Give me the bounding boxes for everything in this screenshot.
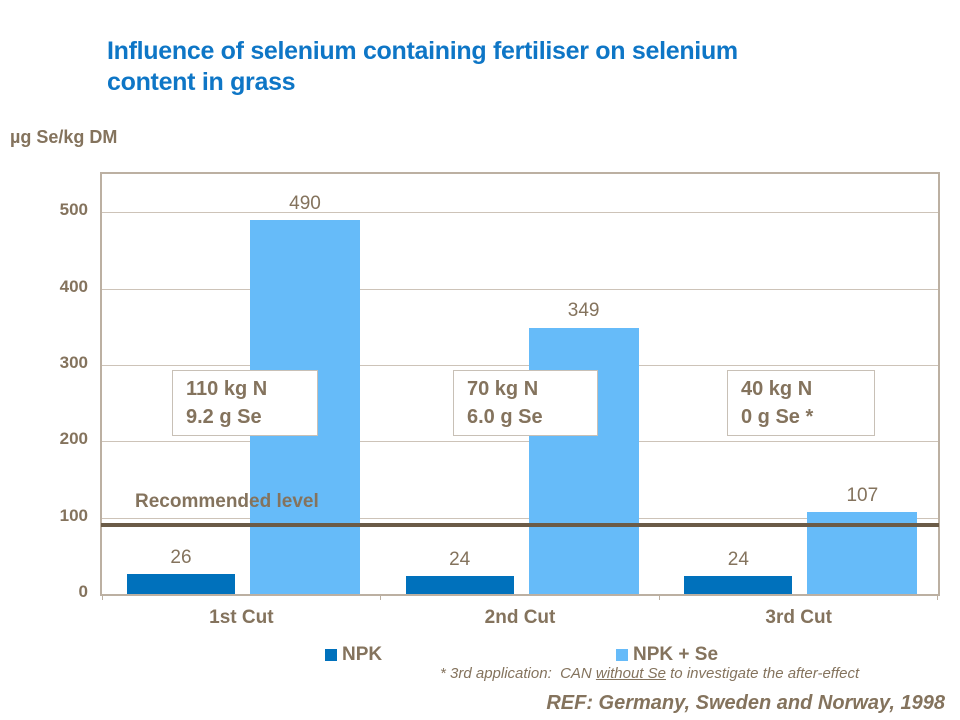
x-axis-category-labels: 1st Cut 2nd Cut 3rd Cut [102, 607, 938, 629]
gridline-400 [102, 288, 938, 290]
reference-source: REF: Germany, Sweden and Norway, 1998 [546, 692, 945, 714]
x-axis-tick [658, 594, 660, 600]
legend-label-npk: NPK [342, 644, 383, 665]
footnote-suffix: to investigate the after-effect [665, 665, 860, 682]
bar-value-label: 349 [567, 300, 600, 322]
annotation-box-2nd-cut: 70 kg N 6.0 g Se [453, 370, 598, 436]
bar-npk-2nd-cut [405, 575, 514, 594]
legend-item-npk: NPK [325, 644, 382, 666]
gridline-200 [102, 441, 938, 443]
y-axis-unit-label: µg Se/kg DM [10, 127, 118, 147]
x-axis-tick [380, 594, 382, 600]
legend-label-npk-se: NPK + Se [633, 644, 719, 665]
bar-npkse-2nd-cut [528, 327, 639, 594]
bar-value-label: 26 [170, 547, 192, 569]
x-axis-tick [102, 594, 103, 600]
footnote-prefix: * 3rd application: CAN [440, 665, 596, 682]
y-tick-label-200: 200 [59, 429, 88, 449]
legend: NPK NPK + Se [0, 644, 960, 666]
x-axis-tick [937, 594, 938, 600]
annotation-line: 110 kg N [186, 378, 268, 400]
annotation-line: 40 kg N [741, 378, 813, 400]
annotation-line: 6.0 g Se [467, 406, 543, 428]
legend-swatch-npk-se [616, 649, 628, 661]
bar-value-label: 24 [449, 548, 471, 570]
annotation-box-3rd-cut: 40 kg N 0 g Se * [727, 370, 875, 436]
gridline-500 [102, 212, 938, 214]
plot-area: Recommended level 110 kg N 9.2 g Se 70 k… [100, 172, 940, 600]
y-tick-label-300: 300 [59, 352, 88, 372]
bar-value-label: 24 [727, 548, 749, 570]
category-label-2nd-cut: 2nd Cut [484, 607, 556, 628]
y-tick-label-500: 500 [59, 200, 88, 220]
bar-npk-1st-cut [127, 574, 235, 594]
bar-npk-3rd-cut [684, 575, 793, 594]
gridline-300 [102, 364, 938, 366]
y-tick-label-100: 100 [59, 505, 88, 525]
legend-item-npk-se: NPK + Se [616, 644, 718, 666]
category-label-3rd-cut: 3rd Cut [765, 607, 832, 628]
annotation-line: 0 g Se * [741, 406, 814, 428]
category-label-1st-cut: 1st Cut [209, 607, 274, 628]
gridline-100 [102, 517, 938, 519]
footnote: * 3rd application: CAN without Se to inv… [440, 665, 859, 682]
annotation-box-1st-cut: 110 kg N 9.2 g Se [172, 370, 318, 436]
annotation-line: 9.2 g Se [186, 406, 262, 428]
bar-value-label: 107 [846, 485, 879, 507]
recommended-level-label: Recommended level [135, 491, 319, 513]
y-tick-label-0: 0 [78, 582, 88, 601]
y-tick-label-400: 400 [59, 276, 88, 296]
legend-swatch-npk [325, 649, 337, 661]
footnote-underlined: without Se [595, 665, 666, 682]
y-axis-labels: 0 100 200 300 400 500 [20, 172, 88, 601]
recommended-level-line [101, 523, 939, 528]
page-title: Influence of selenium containing fertili… [107, 37, 738, 96]
bar-value-label: 490 [289, 192, 321, 214]
annotation-line: 70 kg N [467, 378, 539, 400]
